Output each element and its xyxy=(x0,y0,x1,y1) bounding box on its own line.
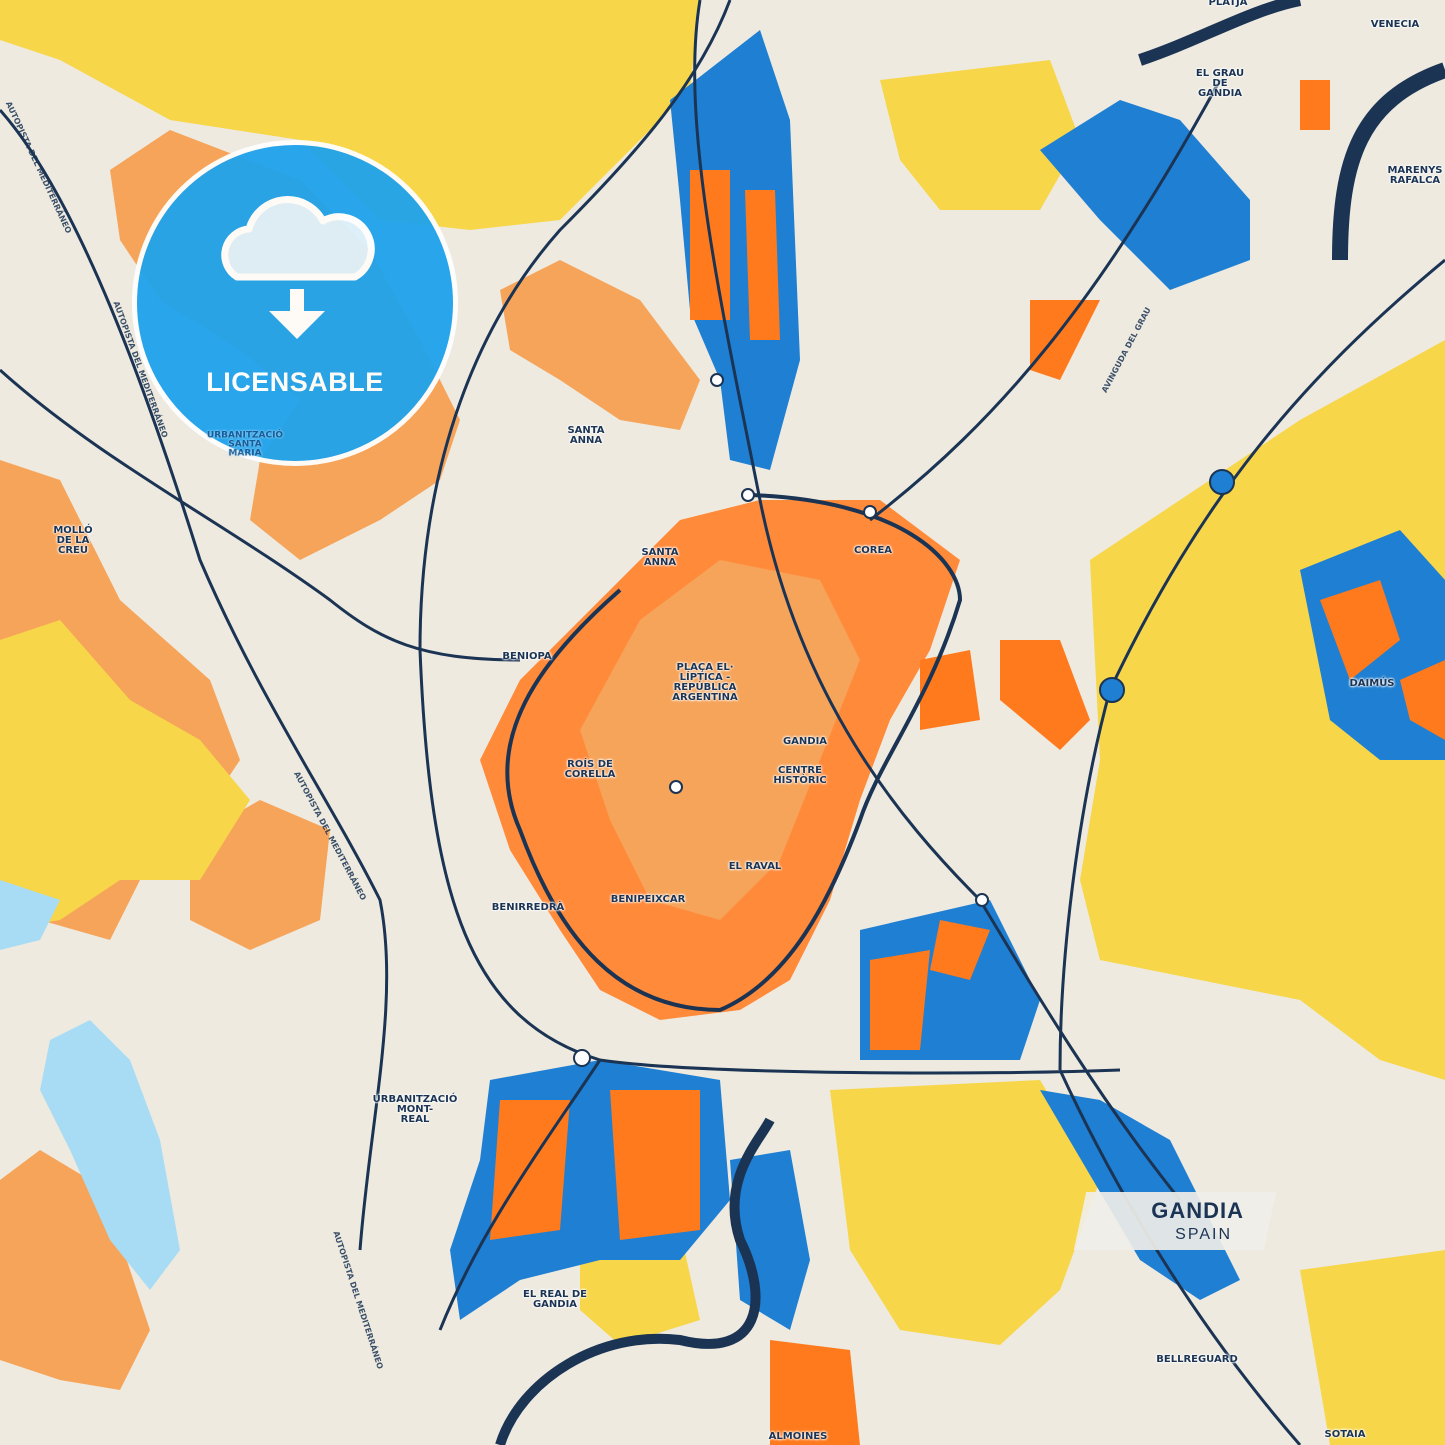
yellow-area xyxy=(0,620,250,930)
place-label: SANTA ANNA xyxy=(641,547,679,568)
almoines-area xyxy=(770,1340,860,1445)
place-label: BELLREGUARD xyxy=(1156,1354,1238,1365)
roundabout xyxy=(863,505,877,519)
east-road xyxy=(1058,258,1445,1071)
grau-buildings xyxy=(1030,80,1330,380)
place-label: CENTRE HISTÒRIC xyxy=(773,765,827,786)
place-label: VENECIA xyxy=(1370,19,1420,30)
map-subtitle: SPAIN xyxy=(1175,1226,1232,1243)
light-blue-lake xyxy=(40,1020,180,1290)
place-label: EL REAL DE GANDIA xyxy=(523,1289,587,1310)
licensable-badge[interactable]: LICENSABLE xyxy=(132,140,458,466)
yellow-area xyxy=(880,60,1080,210)
place-label: SOTAIA xyxy=(1324,1429,1366,1440)
place-label: EL GRAU DE GANDIA xyxy=(1195,68,1245,99)
roundabout xyxy=(669,780,683,794)
industrial-south-buildings xyxy=(490,1090,700,1240)
yellow-area xyxy=(1300,1250,1445,1445)
light-blue-lake xyxy=(0,880,60,950)
roundabout xyxy=(975,893,989,907)
place-label: ROÍS DE CORELLA xyxy=(564,759,616,780)
industrial-north-buildings xyxy=(690,170,780,340)
place-label: URBANITZACIÓ SANTA MARIA xyxy=(206,430,284,459)
roundabout xyxy=(1099,677,1125,703)
place-label: COREA xyxy=(853,545,893,556)
autopista-road xyxy=(0,109,389,1251)
place-label: MOLLÓ DE LA CREU xyxy=(53,525,93,556)
bellreguard-road xyxy=(1058,1069,1302,1445)
light-orange-area xyxy=(500,260,700,430)
grau-blue-area xyxy=(1040,100,1250,290)
place-label: DAIMÚS xyxy=(1349,678,1395,689)
place-label: SANTA ANNA xyxy=(567,425,605,446)
industrial-north xyxy=(670,30,800,470)
map-title-box: GANDIA SPAIN xyxy=(1073,1192,1277,1250)
roundabout xyxy=(710,373,724,387)
badge-label: LICENSABLE xyxy=(206,367,384,397)
place-label: BENIRREDRÀ xyxy=(491,902,565,913)
ring-road xyxy=(418,0,1121,1075)
roundabout xyxy=(573,1049,591,1067)
place-label: BENIPEIXCAR xyxy=(610,894,686,905)
light-orange-area xyxy=(0,1150,150,1390)
place-label: PLATJA xyxy=(1208,0,1248,8)
water xyxy=(495,0,1445,1445)
east-orange xyxy=(920,640,1090,750)
place-label: BENIOPA xyxy=(502,651,552,662)
rail-line xyxy=(693,0,1182,1201)
cloud-download-icon xyxy=(221,196,375,339)
river-south xyxy=(495,1117,775,1445)
daimus-buildings xyxy=(1320,580,1445,740)
river-top xyxy=(1138,0,1302,66)
south-road xyxy=(438,1059,602,1331)
industrial-east-buildings xyxy=(870,920,990,1050)
roundabouts xyxy=(573,373,1235,1067)
place-label: URBANITZACIÓ MONT- REAL xyxy=(372,1094,458,1125)
map-title: GANDIA xyxy=(1151,1198,1244,1223)
urban-areas xyxy=(450,30,1445,1445)
yellow-area xyxy=(1080,340,1445,1080)
place-label: GANDIA xyxy=(782,736,828,747)
grau-avenue xyxy=(869,79,1222,522)
place-label: MARENYS RAFALCA xyxy=(1387,165,1443,186)
yellow-area xyxy=(830,1080,1100,1345)
city-centre-core xyxy=(580,560,860,920)
roundabout xyxy=(1209,469,1235,495)
place-label: PLAÇA EL· LÍPTICA - REPÚBLICA ARGENTINA xyxy=(672,662,738,703)
ring-boulevard xyxy=(505,493,963,1013)
place-label: ALMOINES xyxy=(768,1431,828,1442)
yellow-area xyxy=(0,0,700,230)
west-road xyxy=(0,368,521,662)
river-serpis-mouth xyxy=(1332,62,1445,261)
place-label: EL RAVAL xyxy=(728,861,782,872)
roundabout xyxy=(741,488,755,502)
